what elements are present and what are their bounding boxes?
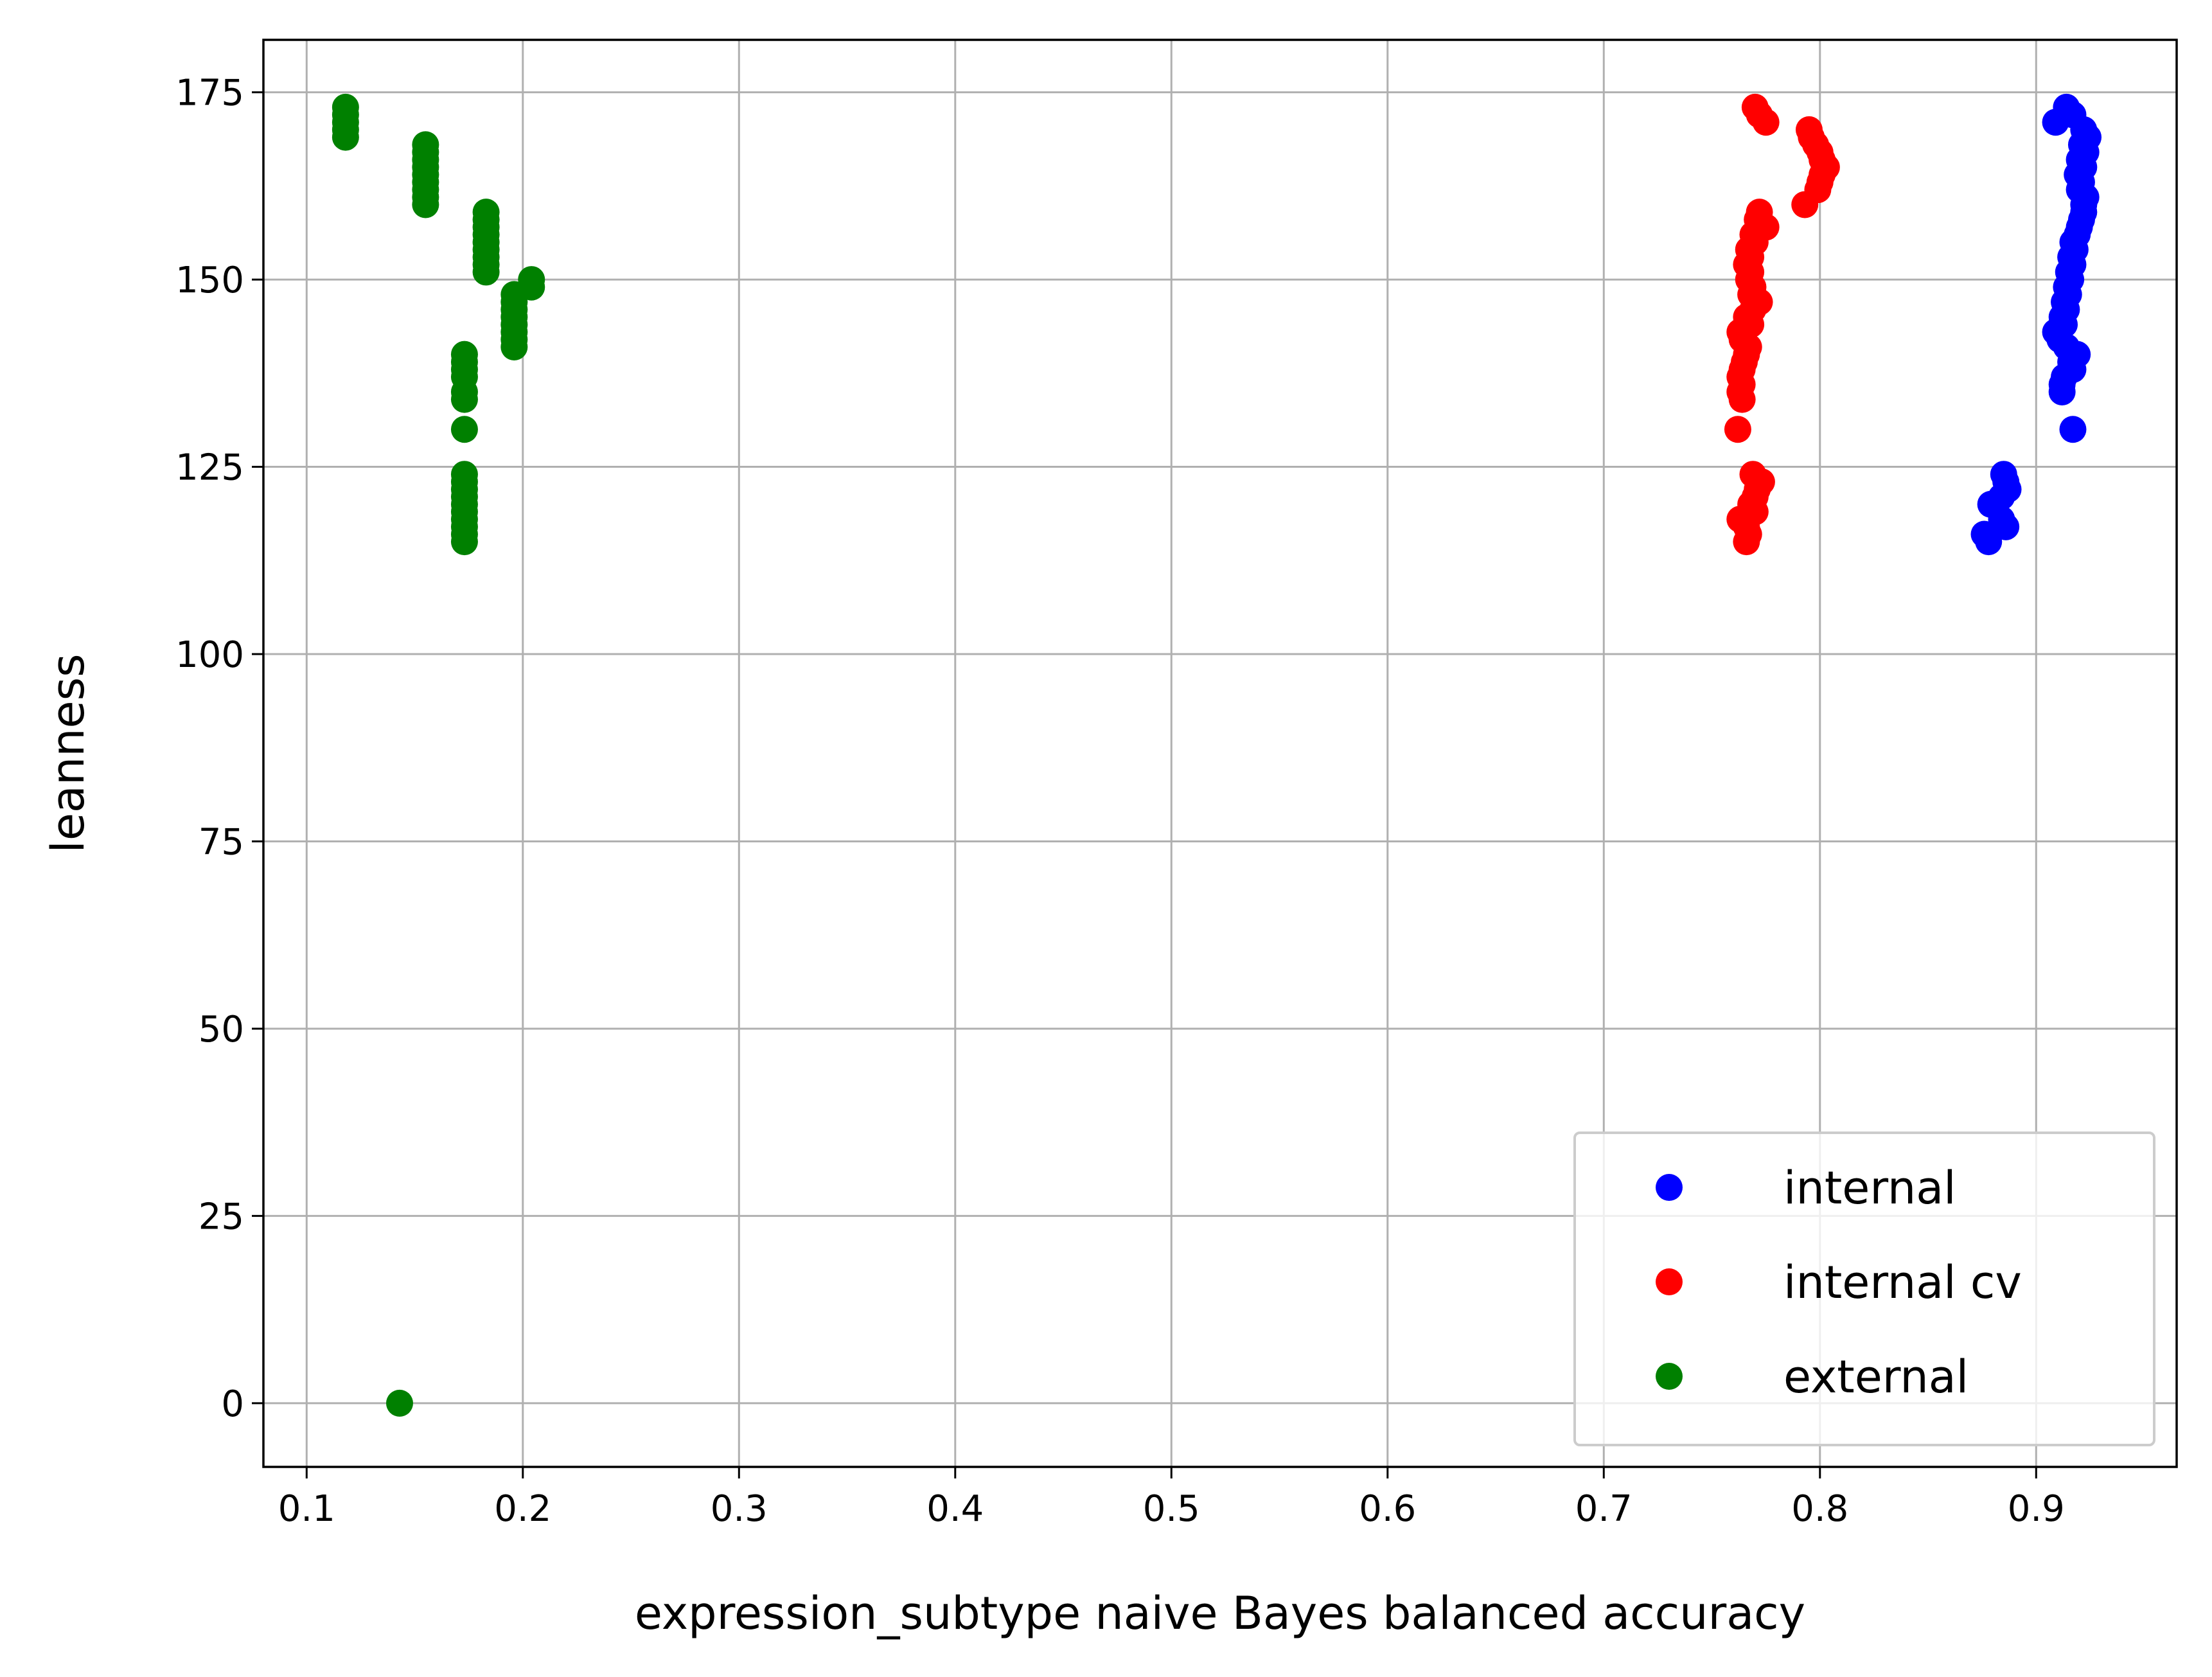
y-tick-label: 0 xyxy=(221,1383,244,1425)
legend-marker-internal xyxy=(1656,1174,1683,1201)
x-tick-label: 0.5 xyxy=(1143,1488,1200,1530)
x-tick-label: 0.6 xyxy=(1359,1488,1416,1530)
data-point xyxy=(1733,528,1760,556)
legend-box xyxy=(1573,1131,2155,1446)
data-point xyxy=(1752,109,1780,136)
data-point xyxy=(472,258,500,286)
data-points xyxy=(332,93,2102,1417)
y-tick-label: 150 xyxy=(175,260,244,301)
data-point xyxy=(385,1389,413,1417)
grid xyxy=(263,40,2177,1467)
x-tick-label: 0.1 xyxy=(278,1488,335,1530)
y-axis-label: leanness xyxy=(42,653,94,853)
series-internal xyxy=(1970,93,2102,556)
y-tick-label: 100 xyxy=(175,634,244,676)
y-tick-label: 125 xyxy=(175,447,244,489)
data-point xyxy=(1975,528,2003,556)
series-external xyxy=(332,93,545,1417)
x-tick-label: 0.9 xyxy=(2008,1488,2065,1530)
axis-ticks: 0.1 0.2 0.3 0.4 0.5 0.6 0.7 0.8 0.9 0 25 50 75 100 125… xyxy=(175,73,2065,1530)
legend-label-internal-cv: internal cv xyxy=(1783,1256,2022,1309)
data-point xyxy=(450,386,478,413)
data-point xyxy=(2048,378,2076,405)
plot-frame xyxy=(262,39,2178,1468)
legend-marker-external xyxy=(1656,1363,1683,1390)
data-point xyxy=(412,191,439,218)
data-point xyxy=(332,123,359,151)
y-tick-label: 75 xyxy=(199,821,244,863)
series-internal-cv xyxy=(1724,93,1840,556)
y-tick-label: 50 xyxy=(199,1009,244,1051)
data-point xyxy=(500,333,528,361)
legend-label-external: external xyxy=(1783,1351,1969,1403)
data-point xyxy=(1791,191,1819,218)
data-point xyxy=(1724,416,1751,443)
data-point xyxy=(1728,386,1756,413)
legend: internal internal cv external xyxy=(1573,1131,2155,1446)
data-point xyxy=(2059,416,2087,443)
x-tick-label: 0.4 xyxy=(926,1488,984,1530)
x-tick-label: 0.8 xyxy=(1791,1488,1848,1530)
y-tick-label: 175 xyxy=(175,73,244,114)
x-tick-label: 0.2 xyxy=(494,1488,551,1530)
data-point xyxy=(450,528,478,556)
y-tick-label: 25 xyxy=(199,1196,244,1238)
legend-label-internal: internal xyxy=(1783,1162,1956,1214)
data-point xyxy=(450,416,478,443)
x-tick-label: 0.3 xyxy=(711,1488,768,1530)
legend-marker-internal-cv xyxy=(1656,1268,1683,1295)
x-axis-label: expression_subtype naive Bayes balanced … xyxy=(635,1587,1805,1640)
data-point xyxy=(2042,109,2069,136)
x-tick-label: 0.7 xyxy=(1575,1488,1632,1530)
